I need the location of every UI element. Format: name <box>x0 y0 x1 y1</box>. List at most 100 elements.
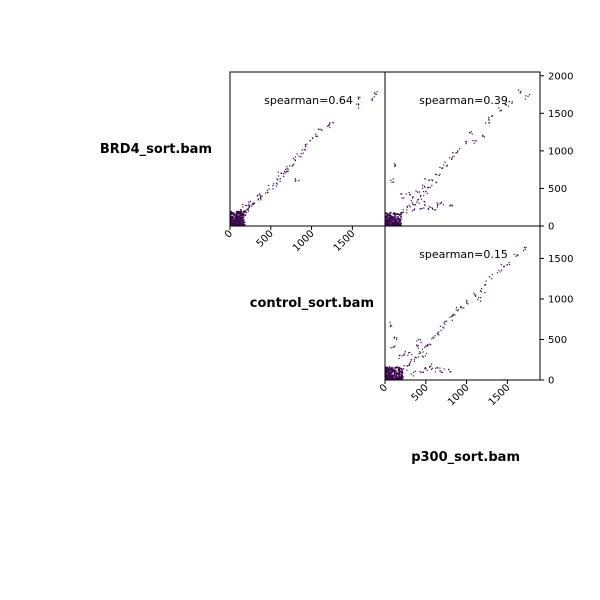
scatter-point <box>389 221 391 223</box>
scatter-point <box>284 171 286 173</box>
scatter-point <box>300 153 302 155</box>
scatter-point <box>410 359 412 361</box>
scatter-point <box>409 351 411 354</box>
scatter-point <box>243 221 246 224</box>
scatter-point <box>386 375 388 377</box>
scatter-point <box>396 338 398 341</box>
scatter-point <box>424 368 426 370</box>
scatter-point <box>431 179 433 181</box>
scatter-point <box>421 187 424 189</box>
scatter-point <box>422 371 425 373</box>
scatter-point <box>433 209 435 211</box>
scatter-point <box>501 227 502 228</box>
scatter-point <box>491 115 494 117</box>
scatter-point <box>230 221 232 223</box>
scatter-point <box>466 302 468 304</box>
scatter-point <box>399 220 402 222</box>
scatter-point <box>508 100 510 103</box>
scatter-point <box>238 215 241 218</box>
scatter-point <box>395 376 398 378</box>
scatter-point <box>391 217 393 219</box>
scatter-point <box>504 103 506 105</box>
scatter-point <box>389 216 392 218</box>
scatter-point <box>239 213 241 215</box>
scatter-point <box>235 214 237 217</box>
scatter-point <box>498 107 500 109</box>
scatter-point <box>387 214 390 216</box>
scatter-point <box>373 96 375 98</box>
scatter-point <box>406 206 409 208</box>
scatter-point <box>242 213 245 215</box>
scatter-point <box>406 365 408 367</box>
scatter-point <box>287 168 289 170</box>
scatter-point <box>243 211 246 213</box>
scatter-point <box>411 197 414 199</box>
scatter-point <box>242 224 244 226</box>
scatter-point <box>257 194 259 196</box>
scatter-point <box>392 346 394 349</box>
scatter-point <box>390 219 392 221</box>
scatter-point <box>396 377 398 380</box>
scatter-point <box>443 327 445 329</box>
scatter-point <box>413 209 415 211</box>
scatter-point <box>424 201 426 203</box>
scatter-point <box>405 193 407 195</box>
scatter-point <box>389 378 391 380</box>
x-tick-label: 1500 <box>332 228 358 254</box>
scatter-point <box>451 156 454 158</box>
scatter-point <box>400 368 402 370</box>
scatter-point <box>508 264 511 266</box>
scatter-point <box>389 377 392 379</box>
scatter-point <box>422 351 424 353</box>
scatter-point <box>425 191 427 193</box>
scatter-point <box>422 356 425 358</box>
scatter-point <box>389 324 392 326</box>
y-tick-label: 500 <box>548 184 567 195</box>
scatter-point <box>393 337 396 339</box>
scatter-point <box>415 356 417 359</box>
scatter-point <box>451 315 453 318</box>
scatter-point <box>428 206 430 208</box>
scatter-point <box>422 190 425 193</box>
scatter-point <box>393 216 396 219</box>
scatter-point <box>356 103 358 105</box>
scatter-point <box>389 217 392 219</box>
spearman-annotation: spearman=0.39 <box>419 94 508 107</box>
scatter-point <box>508 261 510 264</box>
scatter-point <box>393 221 395 224</box>
scatter-point <box>403 365 405 367</box>
scatter-point <box>475 295 477 297</box>
scatter-point <box>385 374 387 377</box>
scatter-point <box>387 375 390 377</box>
scatter-point <box>401 377 404 379</box>
scatter-point <box>446 165 448 167</box>
scatter-point <box>421 207 423 210</box>
scatter-point <box>236 217 239 220</box>
scatter-point <box>519 92 521 94</box>
scatter-point <box>238 218 241 221</box>
scatter-point <box>385 219 387 222</box>
scatter-point <box>394 367 396 369</box>
scatter-point <box>409 362 411 365</box>
y-tick-label: 1500 <box>548 109 573 120</box>
scatter-point <box>488 116 490 118</box>
scatter-point <box>396 376 399 379</box>
scatter-point <box>436 174 438 176</box>
scatter-point <box>288 165 291 167</box>
scatter-point <box>235 218 238 220</box>
scatter-point <box>240 208 242 211</box>
scatter-point <box>509 237 510 238</box>
scatter-point <box>443 322 445 324</box>
scatter-point <box>400 377 402 380</box>
scatter-point <box>388 368 390 371</box>
scatter-point <box>266 189 268 191</box>
scatter-point <box>419 370 421 373</box>
scatter-point <box>451 319 453 321</box>
scatter-point <box>242 210 245 213</box>
scatter-point <box>455 152 457 154</box>
scatter-point <box>315 133 317 135</box>
scatter-point <box>392 216 394 219</box>
scatter-point <box>257 198 259 200</box>
scatter-point <box>430 206 432 208</box>
scatter-point <box>398 355 401 357</box>
